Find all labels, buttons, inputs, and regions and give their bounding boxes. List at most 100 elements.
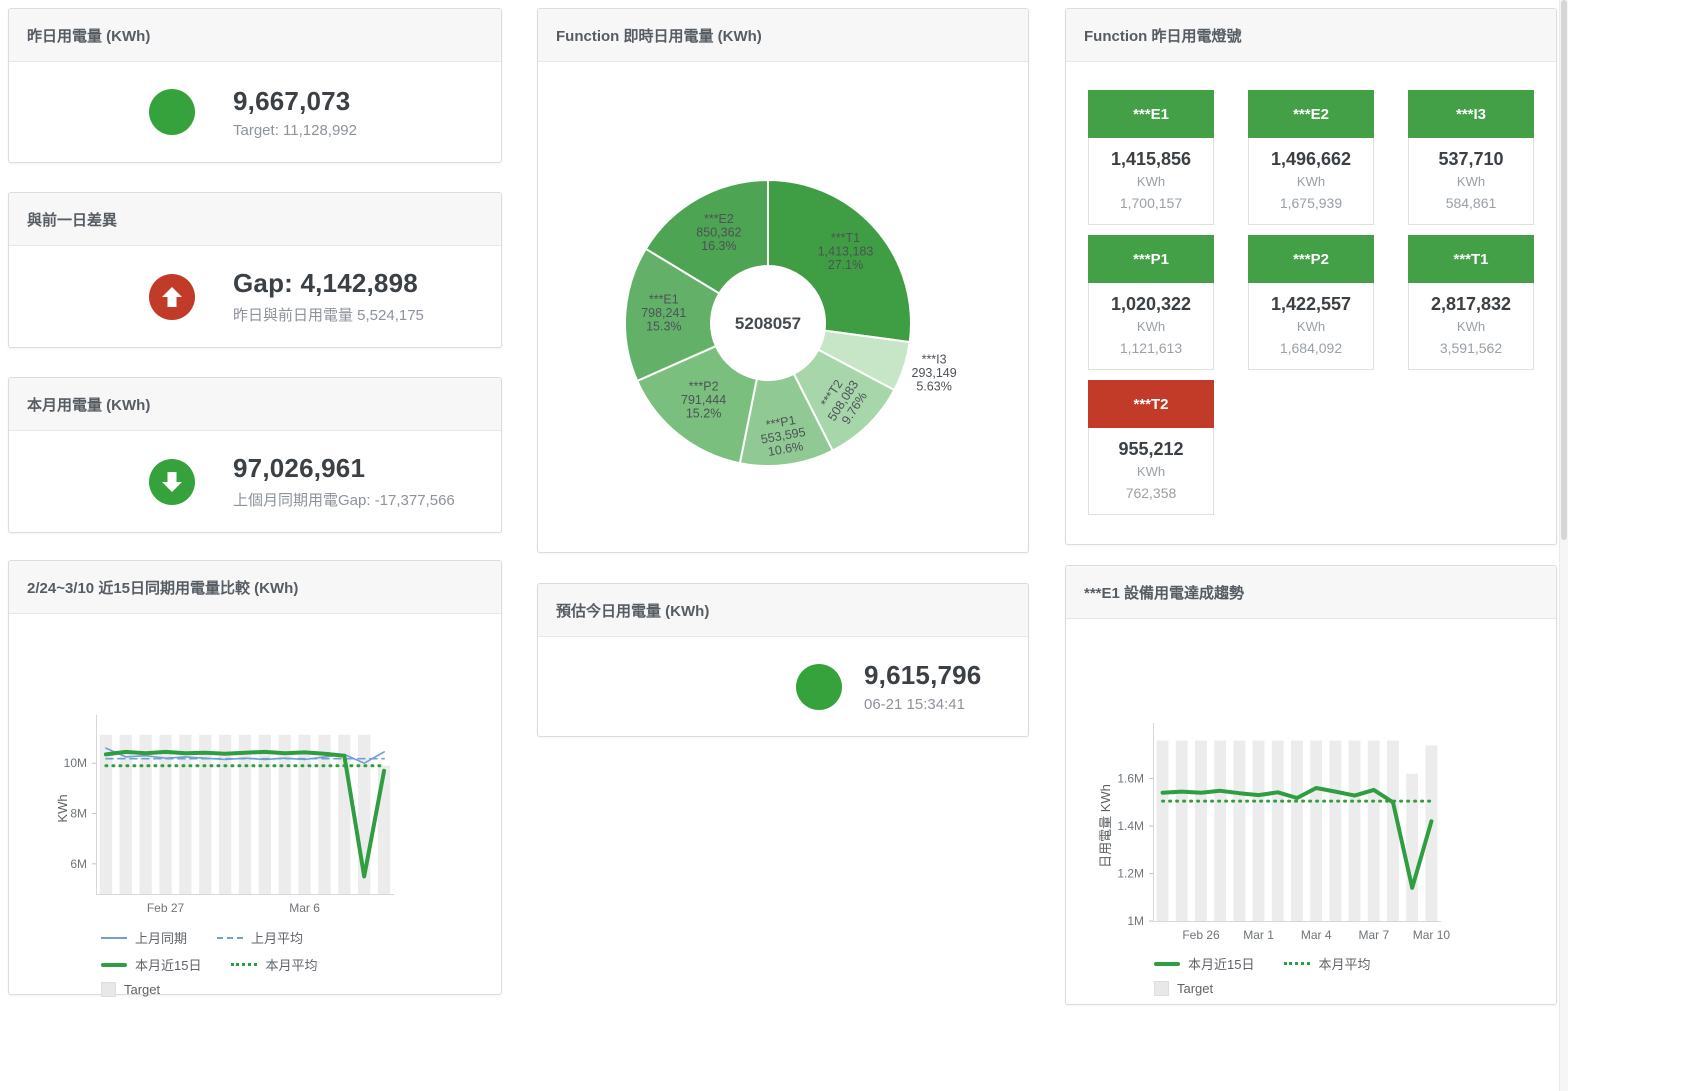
- target-bar: [199, 734, 212, 894]
- x-tick-label: Mar 4: [1301, 928, 1332, 942]
- light-tile-name: ***P2: [1248, 235, 1374, 283]
- donut-slice-T1[interactable]: [767, 178, 912, 344]
- target-bar: [258, 734, 271, 894]
- panel-title-gap[interactable]: 與前一日差異: [9, 193, 501, 246]
- target-bar: [1406, 773, 1419, 922]
- target-bar: [318, 734, 331, 894]
- legend-item[interactable]: 上月同期: [101, 928, 187, 947]
- light-tile: ***P1 1,020,322 KWh 1,121,613: [1088, 235, 1214, 370]
- scrollbar-thumb[interactable]: [1561, 0, 1567, 540]
- stat-value: Gap: 4,142,898: [233, 268, 418, 298]
- legend-item[interactable]: Target: [101, 982, 160, 997]
- arrow-up-icon: [162, 286, 182, 307]
- status-indicator-green: [796, 663, 842, 710]
- y-tick-label: 1.6M: [1117, 772, 1144, 786]
- panel-title-text: 預估今日用電量 (KWh): [556, 602, 710, 620]
- legend-item[interactable]: 本月平均: [1284, 954, 1370, 973]
- legend-item[interactable]: 本月近15日: [101, 955, 201, 974]
- light-tile: ***E1 1,415,856 KWh 1,700,157: [1088, 90, 1214, 225]
- legend-swatch-thick: [1154, 961, 1180, 966]
- y-tick-label: 8M: [70, 807, 87, 821]
- comparison-legend: 上月同期 上月平均 本月近15日 本月平均 Target: [101, 928, 501, 997]
- light-tile-value: 1,422,557: [1270, 294, 1352, 314]
- x-tick-label: Mar 10: [1413, 928, 1451, 942]
- legend-item[interactable]: 本月平均: [231, 955, 317, 974]
- target-bar: [159, 734, 172, 894]
- panel-title-realtime[interactable]: Function 即時日用電量 (KWh): [538, 9, 1028, 62]
- light-tile-name: ***P1: [1088, 235, 1214, 283]
- series-line: [103, 749, 387, 879]
- legend-swatch-square: [1154, 981, 1169, 996]
- stat-value: 97,026,961: [233, 453, 366, 483]
- light-tile-target: 1,675,939: [1279, 195, 1343, 211]
- legend-label: 本月平均: [265, 958, 318, 973]
- donut-center-total: 5208057: [735, 314, 801, 333]
- light-tile-target: 584,861: [1445, 195, 1497, 211]
- stat-subtitle: Target: 11,128,992: [233, 121, 357, 139]
- donut-slice-label: ***I3 293,149 5.63%: [912, 352, 957, 393]
- light-tile: ***T2 955,212 KWh 762,358: [1088, 380, 1214, 515]
- donut-slice-E1[interactable]: [623, 247, 721, 383]
- legend-item[interactable]: Target: [1154, 981, 1213, 996]
- y-axis-label: KWh: [55, 794, 70, 822]
- legend-item[interactable]: 本月近15日: [1154, 954, 1254, 973]
- y-tick-label: 1.4M: [1117, 819, 1144, 833]
- stat-value: 9,615,796: [864, 660, 982, 690]
- target-bar: [1271, 740, 1284, 921]
- panel-title-estimate[interactable]: 預估今日用電量 (KWh): [538, 584, 1028, 637]
- panel-title-comparison[interactable]: 2/24~3/10 近15日同期用電量比較 (KWh): [9, 561, 501, 614]
- stat-value: 9,667,073: [233, 85, 351, 116]
- light-tile-value: 1,020,322: [1110, 294, 1192, 314]
- legend-label: 本月近15日: [1188, 957, 1255, 972]
- light-tile-unit: KWh: [1136, 174, 1166, 189]
- target-bar: [1329, 740, 1342, 921]
- lights-grid: ***E1 1,415,856 KWh 1,700,157 ***E2 1,496,662…: [1066, 62, 1556, 515]
- panel-title-month[interactable]: 本月用電量 (KWh): [9, 378, 501, 431]
- target-bar: [1425, 745, 1438, 922]
- realtime-donut-chart: ***T1 1,413,183 27.1% ***I3 293,149 5.63% ***T…: [623, 178, 957, 467]
- light-tile: ***P2 1,422,557 KWh 1,684,092: [1248, 235, 1374, 370]
- panel-title-yesterday[interactable]: 昨日用電量 (KWh): [9, 9, 501, 62]
- x-tick-label: Feb 27: [147, 901, 185, 915]
- target-bar: [1310, 740, 1323, 921]
- target-bar: [1367, 740, 1380, 921]
- legend-swatch-square: [101, 982, 116, 997]
- x-tick-label: Mar 6: [289, 901, 320, 915]
- y-tick-label: 6M: [70, 857, 87, 871]
- donut-slice-label: ***T1 1,413,183 27.1%: [818, 231, 874, 272]
- panel-title-lights[interactable]: Function 昨日用電燈號: [1066, 9, 1556, 62]
- target-bar: [298, 734, 311, 894]
- scrollbar-track[interactable]: [1559, 0, 1568, 1091]
- legend-label: 本月近15日: [135, 958, 202, 973]
- panel-title-e1-trend[interactable]: ***E1 設備用電達成趨勢: [1066, 566, 1556, 619]
- target-bar: [1195, 740, 1207, 921]
- target-bar: [238, 734, 252, 894]
- legend-swatch-dot: [231, 963, 258, 966]
- target-bar: [1233, 740, 1246, 921]
- light-tile-target: 1,121,613: [1119, 340, 1183, 356]
- x-tick-label: Feb 26: [1182, 928, 1220, 942]
- series-line: [1160, 786, 1434, 890]
- panel-title-text: 昨日用電量 (KWh): [27, 27, 151, 45]
- panel-estimated-today: 預估今日用電量 (KWh) 9,615,796 06-21 15:34:41: [537, 583, 1029, 737]
- light-tile-value: 2,817,832: [1430, 294, 1512, 314]
- donut-slice-E2[interactable]: [644, 178, 769, 295]
- panel-title-text: Function 即時日用電量 (KWh): [556, 27, 762, 45]
- e1-trend-legend: 本月近15日 本月平均 Target: [1154, 954, 1556, 996]
- donut-slice-P2[interactable]: [635, 344, 758, 465]
- panel-status-lights: Function 昨日用電燈號 ***E1 1,415,856 KWh 1,700,1…: [1065, 8, 1557, 545]
- y-tick-label: 1.2M: [1117, 867, 1144, 881]
- light-tile: ***E2 1,496,662 KWh 1,675,939: [1248, 90, 1374, 225]
- light-tile: ***T1 2,817,832 KWh 3,591,562: [1408, 235, 1534, 370]
- panel-realtime-usage: Function 即時日用電量 (KWh) ***T1 1,413,183 27.1…: [537, 8, 1029, 553]
- light-tile-name: ***E2: [1248, 90, 1374, 138]
- legend-label: 上月同期: [135, 931, 188, 946]
- light-tile-unit: KWh: [1296, 319, 1326, 334]
- panel-title-text: 與前一日差異: [27, 211, 118, 229]
- y-axis-label: 日用電量 KWh: [1098, 784, 1113, 868]
- legend-swatch-dot: [1284, 962, 1311, 965]
- target-bar: [139, 734, 152, 894]
- legend-item[interactable]: 上月平均: [217, 928, 303, 947]
- target-bar: [278, 734, 291, 894]
